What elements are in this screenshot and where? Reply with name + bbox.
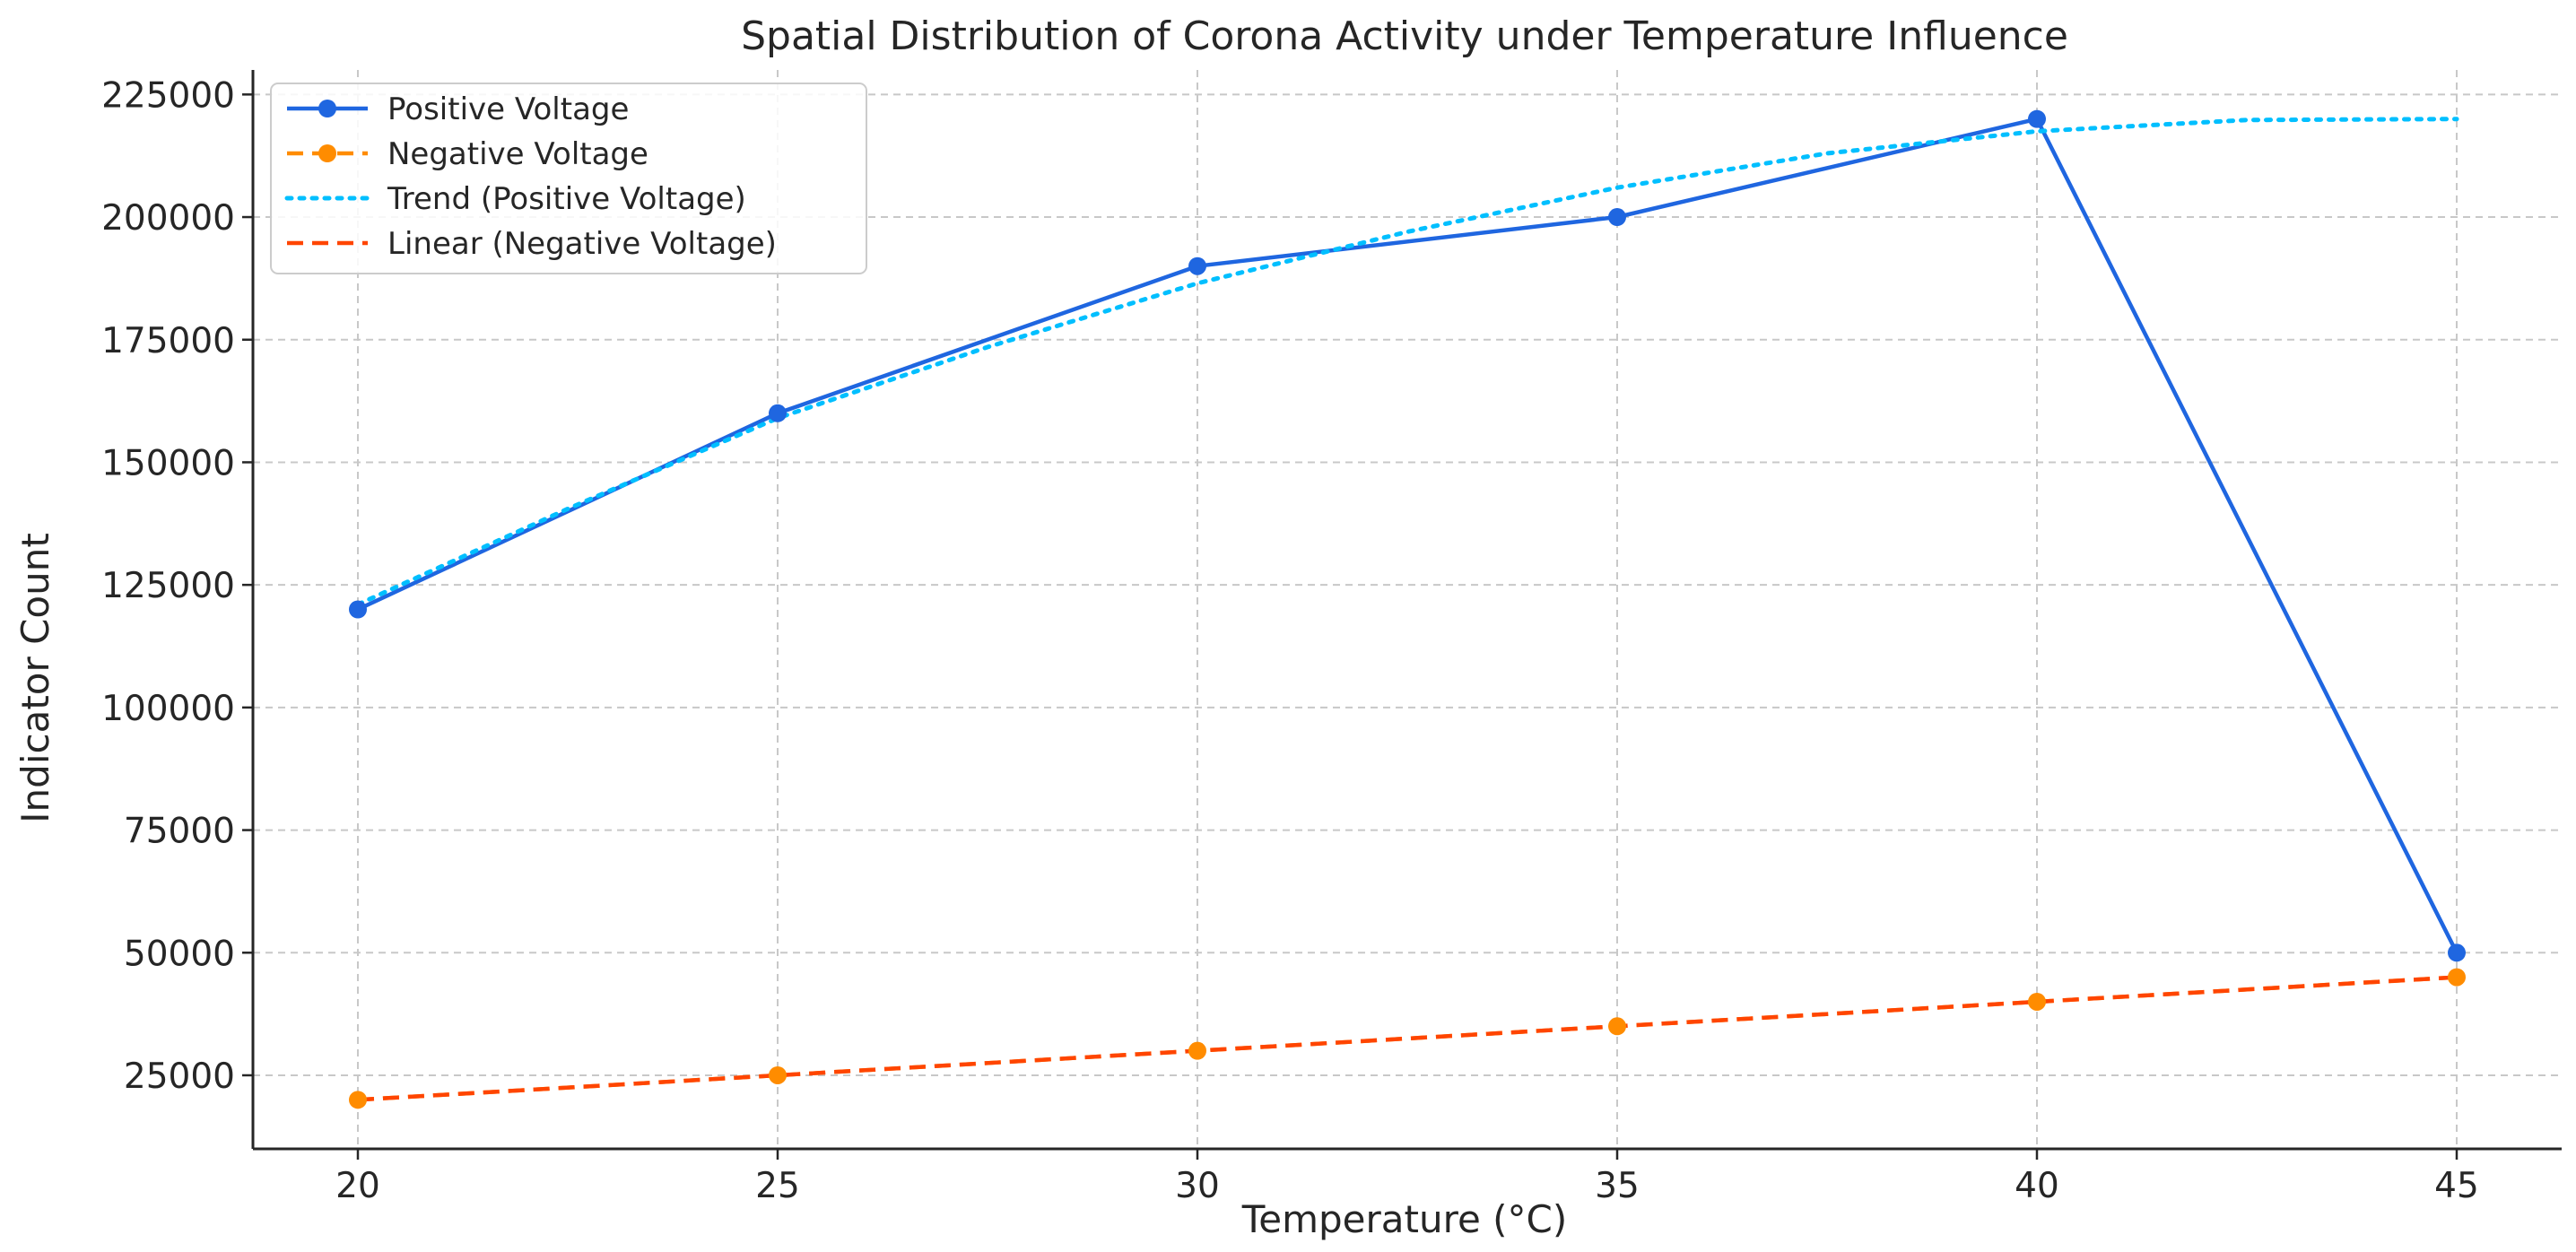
data-point-series-0: [769, 404, 787, 422]
data-point-series-1: [1188, 1041, 1206, 1060]
data-point-series-1: [2028, 992, 2046, 1011]
series-line-3: [357, 975, 2458, 1102]
data-point-series-0: [2448, 943, 2466, 962]
legend-label: Negative Voltage: [387, 136, 648, 172]
chart-title: Spatial Distribution of Corona Activity …: [741, 13, 2068, 59]
series-line-2: [355, 117, 2459, 607]
x-tick-label: 40: [2015, 1166, 2059, 1206]
legend-label: Linear (Negative Voltage): [387, 226, 777, 262]
legend-label: Positive Voltage: [387, 91, 629, 127]
x-tick-label: 25: [755, 1166, 800, 1206]
data-point-series-1: [769, 1065, 787, 1084]
legend-box: [270, 83, 867, 274]
y-tick-label: 150000: [101, 443, 235, 483]
data-point-series-0: [349, 600, 367, 619]
x-tick-label: 45: [2434, 1166, 2479, 1206]
data-point-series-0: [2028, 109, 2046, 128]
series-lines: [349, 109, 2466, 1109]
legend-label: Trend (Positive Voltage): [387, 181, 746, 217]
y-tick-label: 175000: [101, 321, 235, 361]
data-point-series-1: [2448, 968, 2466, 987]
y-tick-label: 75000: [124, 812, 235, 852]
legend-swatch-marker: [318, 100, 336, 117]
legend-swatch-marker: [318, 144, 336, 162]
x-tick-label: 35: [1595, 1166, 1640, 1206]
data-point-series-0: [1608, 208, 1626, 227]
y-tick-label: 100000: [101, 689, 235, 729]
series-line-0: [357, 117, 2459, 954]
y-tick-label: 25000: [124, 1056, 235, 1097]
y-tick-label: 125000: [101, 566, 235, 606]
x-tick-label: 30: [1175, 1166, 1220, 1206]
x-tick-label: 20: [335, 1166, 380, 1206]
legend: Positive Voltage Negative Voltage Trend (P…: [270, 83, 867, 274]
data-point-series-1: [349, 1091, 367, 1109]
data-point-series-1: [1608, 1017, 1626, 1036]
y-tick-label: 200000: [101, 198, 235, 239]
grid-lines: [253, 70, 2562, 1149]
y-tick-label: 225000: [101, 75, 235, 116]
x-axis-title: Temperature (°C): [1241, 1197, 1568, 1241]
y-tick-label: 50000: [124, 934, 235, 974]
axes: 20 25 30 35 40 45 25000 50000 75000 100000 125000 1…: [101, 70, 2562, 1206]
data-point-series-0: [1188, 256, 1206, 275]
y-axis-title: Indicator Count: [13, 533, 57, 823]
